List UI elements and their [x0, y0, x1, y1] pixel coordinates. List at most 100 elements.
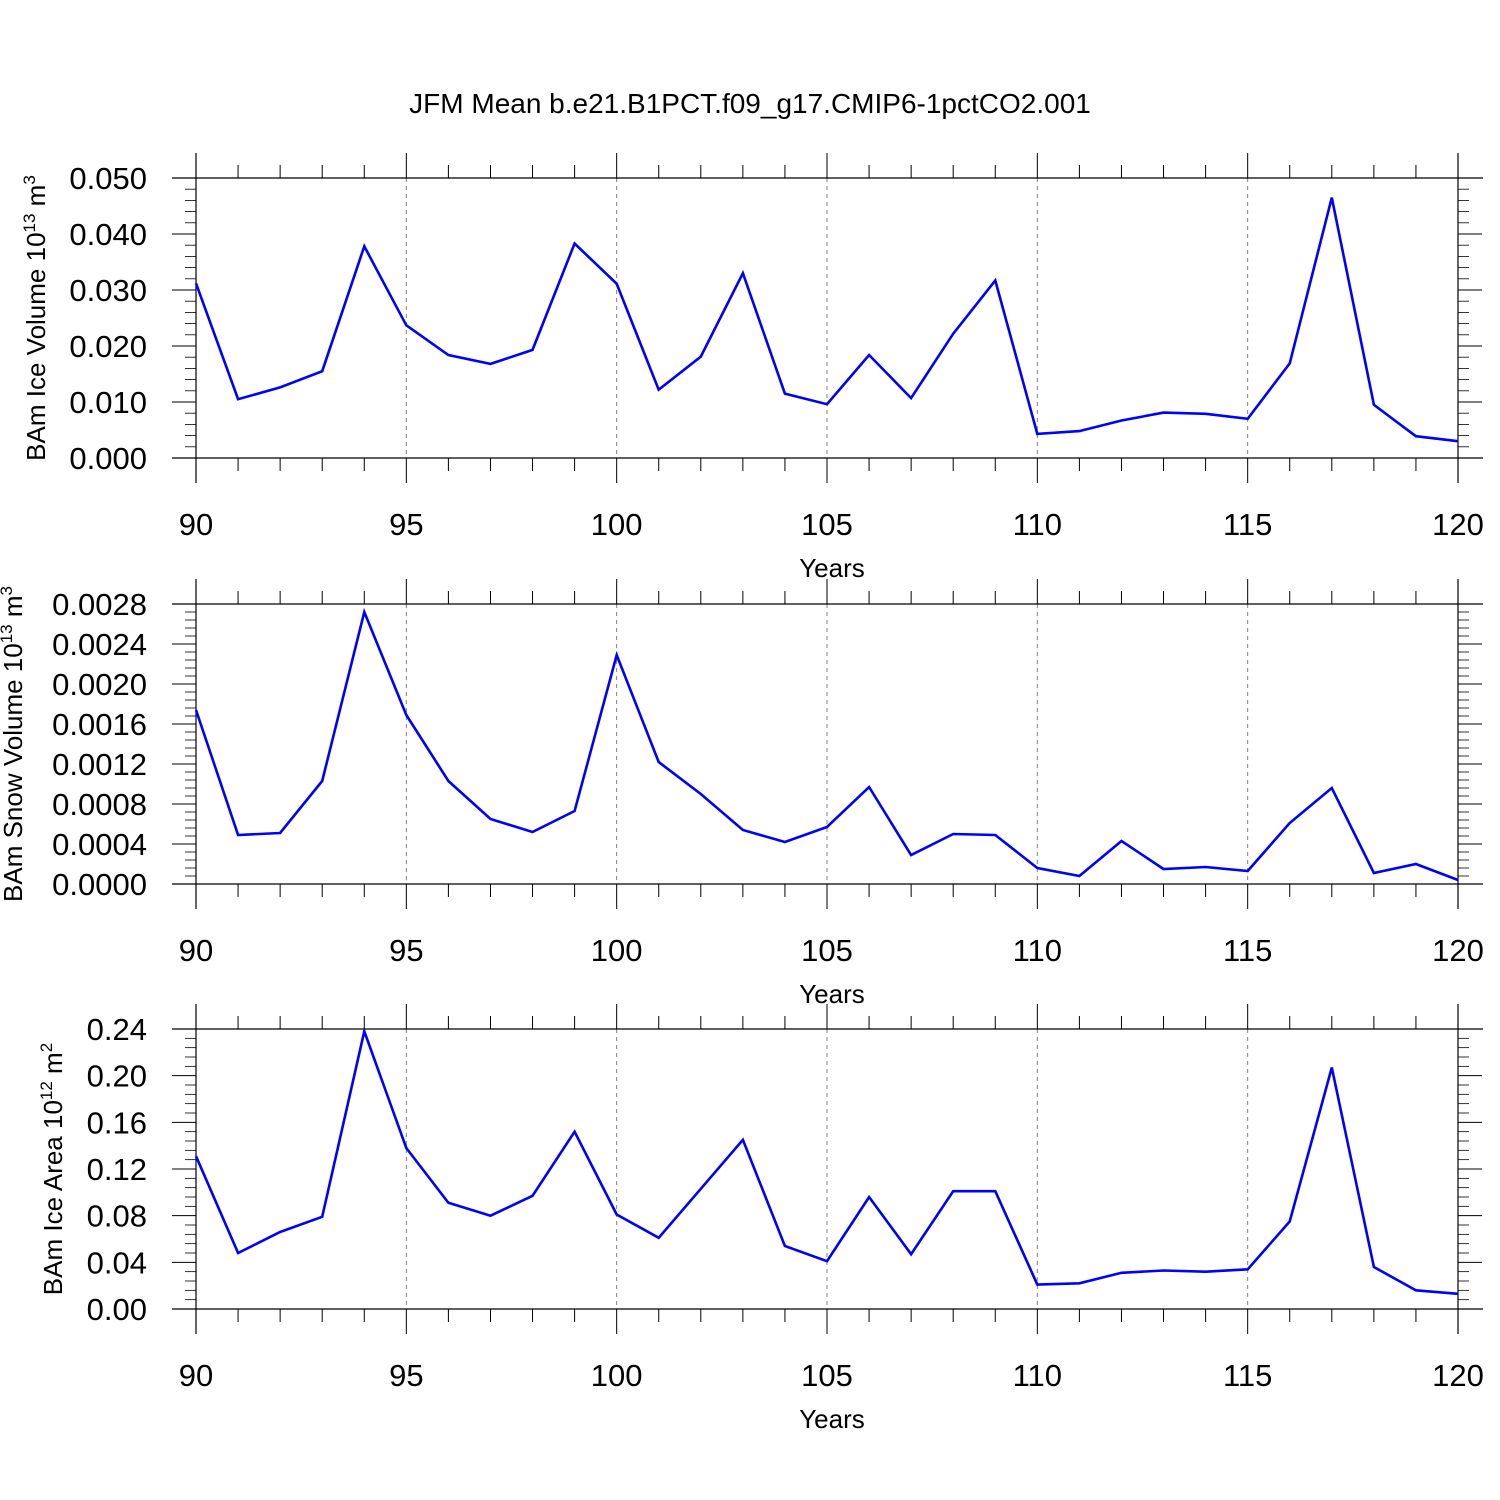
data-point	[406, 1148, 407, 1149]
y-tick-label: 0.030	[69, 273, 147, 308]
data-point	[322, 371, 323, 372]
data-point	[742, 1139, 743, 1140]
data-point	[280, 833, 281, 834]
data-point	[953, 1191, 954, 1192]
y-tick-label: 0.24	[87, 1012, 147, 1047]
data-point	[448, 354, 449, 355]
data-point	[700, 1188, 701, 1189]
data-point	[364, 612, 365, 613]
data-point	[1247, 418, 1248, 419]
y-tick-label: 0.20	[87, 1059, 147, 1094]
data-point	[1289, 363, 1290, 364]
x-tick-label: 115	[1223, 507, 1272, 542]
data-point	[1458, 880, 1459, 881]
data-point	[406, 325, 407, 326]
y-axis-label: BAm Ice Volume 1013 m3	[20, 175, 51, 461]
data-point	[1079, 876, 1080, 877]
data-point	[364, 246, 365, 247]
data-point	[322, 781, 323, 782]
chart-title: JFM Mean b.e21.B1PCT.f09_g17.CMIP6-1pctC…	[409, 88, 1091, 119]
y-tick-label: 0.010	[69, 385, 147, 420]
y-tick-label: 0.16	[87, 1105, 147, 1140]
data-point	[742, 830, 743, 831]
data-point	[995, 1191, 996, 1192]
data-point	[1121, 1272, 1122, 1273]
x-tick-label: 110	[1013, 1358, 1062, 1393]
x-tick-label: 100	[591, 507, 643, 542]
x-axis-label: Years	[799, 1404, 865, 1434]
data-point	[490, 819, 491, 820]
y-tick-label: 0.0024	[52, 627, 147, 662]
panel-snow-volume: 0.0000 0.0004 0.0008 0.0012 0.0016 0.0020 0.00…	[0, 579, 1484, 1009]
x-tick-label: 95	[389, 1358, 423, 1393]
data-point	[448, 781, 449, 782]
panel-ice-area: 0.00 0.04 0.08 0.12 0.16 0.20 0.24 90 95 100 105 11…	[37, 1004, 1484, 1434]
data-point	[238, 399, 239, 400]
data-point	[238, 835, 239, 836]
series-line	[194, 197, 1459, 443]
y-tick-label: 0.00	[87, 1292, 147, 1327]
x-tick-label: 105	[801, 933, 853, 968]
data-point	[196, 1156, 197, 1157]
data-point	[1121, 841, 1122, 842]
data-point	[1415, 864, 1416, 865]
data-point	[490, 363, 491, 364]
x-tick-label: 90	[179, 933, 213, 968]
data-point	[784, 842, 785, 843]
x-tick-label: 110	[1013, 507, 1062, 542]
data-point	[196, 710, 197, 711]
data-point	[911, 855, 912, 856]
y-tick-label: 0.12	[87, 1152, 147, 1187]
data-point	[196, 283, 197, 284]
data-point	[827, 404, 828, 405]
x-tick-label: 90	[179, 1358, 213, 1393]
data-point	[995, 280, 996, 281]
series-line	[194, 1026, 1459, 1296]
y-axis-label: BAm Snow Volume 1013 m3	[0, 586, 28, 902]
data-point	[280, 387, 281, 388]
data-point	[658, 762, 659, 763]
data-point	[1037, 1284, 1038, 1285]
data-point	[322, 1216, 323, 1217]
data-point	[911, 1254, 912, 1255]
data-point	[1205, 867, 1206, 868]
y-tick-label: 0.000	[69, 441, 147, 476]
y-tick-label: 0.0000	[52, 867, 147, 902]
data-point	[869, 787, 870, 788]
y-tick-label: 0.0016	[52, 707, 147, 742]
data-point	[869, 1197, 870, 1198]
y-tick-label: 0.0020	[52, 667, 147, 702]
data-point	[742, 273, 743, 274]
y-tick-label: 0.040	[69, 217, 147, 252]
data-point	[784, 393, 785, 394]
data-point	[700, 356, 701, 357]
data-point	[406, 715, 407, 716]
data-point	[1289, 823, 1290, 824]
panel-ice-volume: 0.000 0.010 0.020 0.030 0.040 0.050 90 95 100 105…	[20, 153, 1484, 583]
data-point	[1037, 868, 1038, 869]
x-tick-label: 115	[1223, 933, 1272, 968]
x-tick-label: 90	[179, 507, 213, 542]
x-tick-label: 105	[801, 507, 853, 542]
data-point	[784, 1246, 785, 1247]
data-point	[1163, 869, 1164, 870]
x-axis-label: Years	[799, 553, 865, 583]
data-point	[280, 1232, 281, 1233]
data-point	[911, 398, 912, 399]
y-tick-label: 0.0028	[52, 587, 147, 622]
data-point	[700, 794, 701, 795]
y-axis-label: BAm Ice Area 1012 m2	[37, 1043, 68, 1295]
x-tick-label: 120	[1432, 1358, 1484, 1393]
data-point	[1331, 1067, 1332, 1068]
data-point	[1163, 1270, 1164, 1271]
data-point	[616, 283, 617, 284]
data-point	[1458, 1293, 1459, 1294]
y-tick-label: 0.0012	[52, 747, 147, 782]
data-point	[616, 1214, 617, 1215]
data-point	[995, 835, 996, 836]
data-point	[532, 349, 533, 350]
data-point	[532, 1195, 533, 1196]
data-point	[1373, 404, 1374, 405]
data-point	[1205, 413, 1206, 414]
data-point	[574, 811, 575, 812]
